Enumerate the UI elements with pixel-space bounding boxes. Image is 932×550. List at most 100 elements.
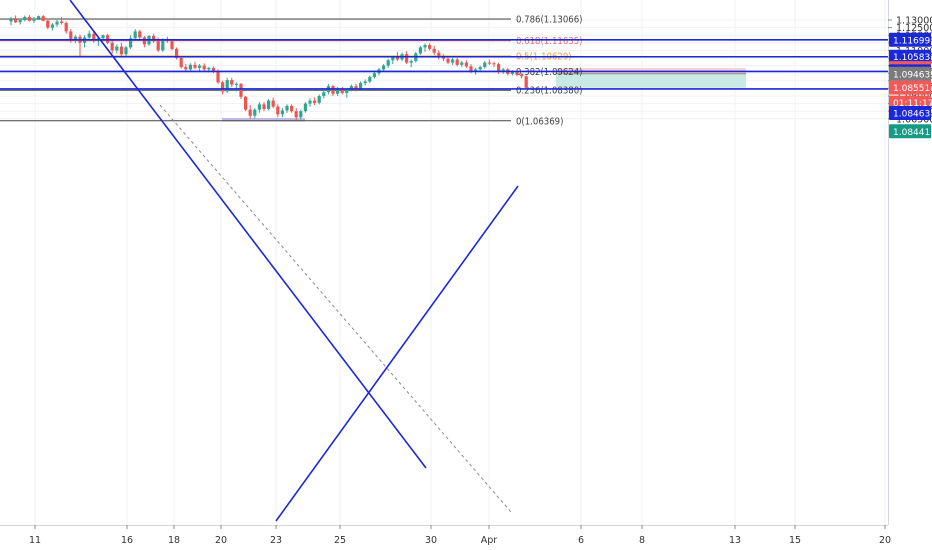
- candle: [27, 15, 31, 22]
- candle: [133, 29, 137, 41]
- candle: [405, 51, 409, 65]
- candle: [345, 89, 349, 98]
- y-tick-label: 1.12500: [896, 23, 932, 34]
- candle: [432, 45, 436, 55]
- x-tick-label: 16: [121, 535, 133, 546]
- price-badge-label: 1.08441: [893, 128, 930, 138]
- candle: [179, 56, 183, 69]
- candle-body: [487, 62, 491, 64]
- candle: [363, 79, 367, 86]
- candle: [317, 94, 321, 105]
- candle-body: [423, 45, 427, 48]
- candle-body: [359, 83, 363, 90]
- candle: [313, 97, 317, 106]
- candle-body: [483, 62, 487, 68]
- candle-body: [409, 61, 413, 63]
- x-tick-label: 25: [334, 535, 346, 546]
- candle: [50, 23, 54, 31]
- candle-body: [262, 104, 266, 109]
- x-tick-label: Apr: [481, 535, 498, 546]
- candle: [18, 18, 22, 25]
- candle-body: [37, 16, 41, 19]
- candle-body: [239, 83, 243, 97]
- candle: [23, 15, 27, 22]
- candle-body: [156, 41, 160, 51]
- candle: [418, 45, 422, 55]
- candle-body: [216, 71, 220, 83]
- candle-body: [446, 58, 450, 63]
- zone-demand-box: [222, 118, 305, 122]
- candle-body: [349, 86, 353, 90]
- x-tick-label: 11: [29, 535, 41, 546]
- candle: [322, 89, 326, 99]
- candle-body: [492, 63, 496, 65]
- grid: [0, 0, 888, 525]
- price-badge-label: 1.08551: [893, 84, 930, 94]
- candle: [64, 21, 68, 34]
- candle-body: [101, 35, 105, 39]
- price-badge: 1.08463: [889, 105, 931, 120]
- candle-body: [115, 46, 119, 51]
- x-tick-label: 8: [639, 535, 645, 546]
- candles: [9, 14, 528, 121]
- candle: [271, 97, 275, 109]
- candle-body: [280, 110, 284, 115]
- candle-body: [64, 23, 68, 32]
- candle-body: [336, 88, 340, 94]
- candle: [129, 35, 133, 49]
- candle-body: [382, 65, 386, 70]
- candle-body: [161, 39, 165, 51]
- candle: [14, 15, 18, 24]
- x-tick-label: 30: [425, 535, 437, 546]
- candle: [409, 59, 413, 68]
- price-badge-label: 1.09463: [893, 70, 930, 80]
- candle: [285, 104, 289, 113]
- candle-body: [198, 65, 202, 68]
- candle-body: [432, 48, 436, 53]
- candle-body: [253, 109, 257, 116]
- fib-level-label: 0.618(1.11635): [516, 36, 582, 47]
- candle: [441, 54, 445, 62]
- candle: [446, 56, 450, 65]
- x-tick-label: 18: [168, 535, 180, 546]
- candle-body: [322, 92, 326, 96]
- candle: [487, 59, 491, 65]
- x-tick-label: 20: [215, 535, 227, 546]
- candle-body: [395, 57, 399, 60]
- candle-body: [124, 47, 128, 55]
- candle: [492, 61, 496, 68]
- candle: [262, 102, 266, 112]
- candle: [221, 80, 225, 95]
- candle: [230, 77, 234, 87]
- candle-body: [497, 64, 501, 72]
- candle-body: [179, 58, 183, 68]
- price-badge-bg: [889, 49, 931, 64]
- price-badge: 1.10583: [889, 49, 931, 64]
- candle-body: [451, 59, 455, 63]
- fib-level-label: 0.786(1.13066): [516, 14, 582, 25]
- candle: [244, 96, 248, 112]
- candle: [110, 40, 114, 54]
- candle-body: [460, 62, 464, 65]
- candle: [175, 47, 179, 60]
- candle-body: [221, 82, 225, 92]
- candle-body: [69, 31, 73, 41]
- candle: [142, 35, 146, 48]
- price-badge: 1.08551: [889, 80, 931, 95]
- candle-body: [257, 104, 261, 110]
- fib-level-label: 0.382(1.09624): [516, 67, 582, 78]
- candle-body: [225, 80, 229, 92]
- candle-body: [510, 71, 514, 74]
- price-badge-bg: [889, 32, 931, 47]
- candle-body: [368, 77, 372, 82]
- candle: [280, 108, 284, 118]
- candle: [138, 29, 142, 40]
- candle-body: [267, 100, 271, 109]
- price-badge-bg: [889, 124, 931, 139]
- candle: [184, 64, 188, 72]
- candle: [9, 16, 13, 26]
- candle-body: [230, 80, 234, 85]
- candle-body: [87, 33, 91, 38]
- candle-body: [129, 38, 133, 48]
